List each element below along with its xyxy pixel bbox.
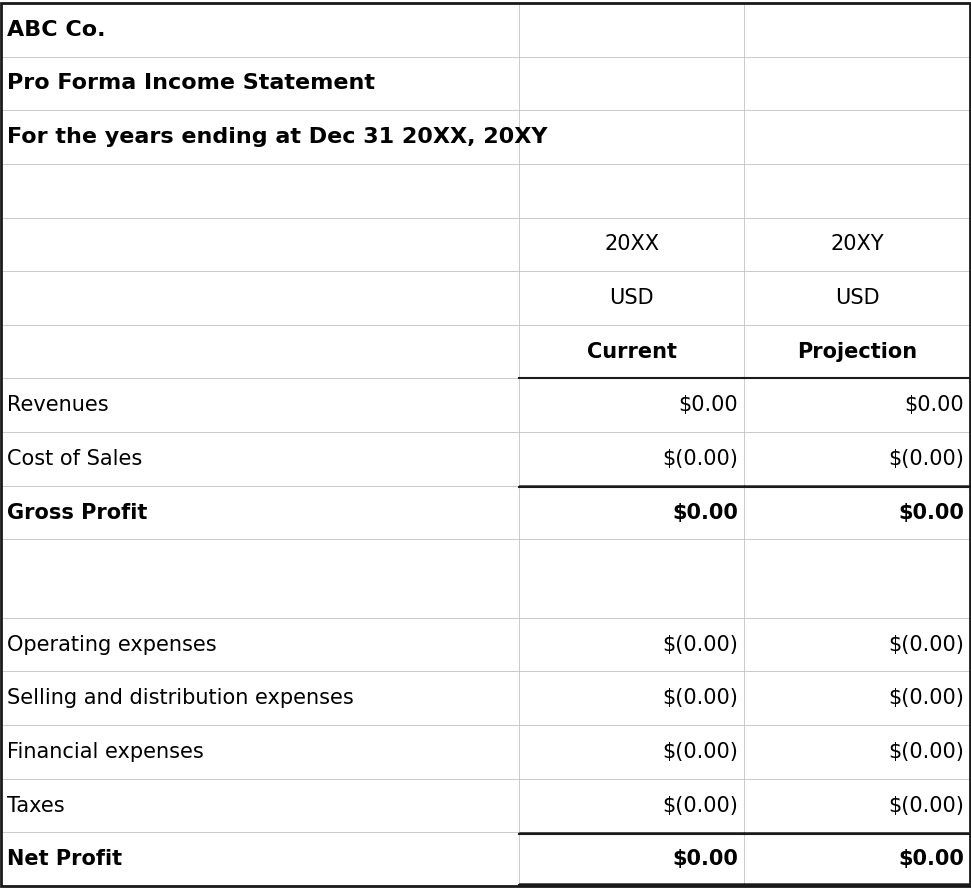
- Bar: [744, 57, 970, 110]
- Bar: [1, 725, 519, 779]
- Text: $0.00: $0.00: [679, 396, 738, 415]
- Bar: [744, 485, 970, 540]
- Text: $0.00: $0.00: [672, 502, 738, 523]
- Bar: [519, 110, 744, 164]
- Bar: [744, 832, 970, 886]
- Bar: [1, 218, 519, 271]
- Bar: [519, 779, 744, 832]
- Text: Operating expenses: Operating expenses: [7, 635, 217, 654]
- Bar: [744, 3, 970, 57]
- Text: For the years ending at Dec 31 20XX, 20XY: For the years ending at Dec 31 20XX, 20X…: [7, 127, 548, 147]
- Text: 20XY: 20XY: [830, 235, 884, 254]
- Text: $0.00: $0.00: [898, 849, 964, 869]
- Bar: [519, 218, 744, 271]
- Text: Gross Profit: Gross Profit: [7, 502, 148, 523]
- Bar: [1, 379, 519, 432]
- Bar: [519, 485, 744, 540]
- Text: Current: Current: [586, 341, 677, 362]
- Bar: [519, 379, 744, 432]
- Bar: [519, 3, 744, 57]
- Text: $0.00: $0.00: [904, 396, 964, 415]
- Bar: [1, 671, 519, 725]
- Bar: [519, 618, 744, 671]
- Bar: [744, 110, 970, 164]
- Bar: [1, 57, 519, 110]
- Bar: [744, 324, 970, 379]
- Bar: [519, 540, 744, 618]
- Text: Revenues: Revenues: [7, 396, 109, 415]
- Bar: [1, 110, 519, 164]
- Bar: [519, 57, 744, 110]
- Bar: [519, 725, 744, 779]
- Text: USD: USD: [835, 288, 880, 308]
- Text: Financial expenses: Financial expenses: [7, 742, 204, 762]
- Bar: [1, 432, 519, 485]
- Text: Selling and distribution expenses: Selling and distribution expenses: [7, 688, 353, 709]
- Text: ABC Co.: ABC Co.: [7, 20, 106, 40]
- Bar: [1, 3, 519, 57]
- Text: $(0.00): $(0.00): [888, 449, 964, 469]
- Text: $(0.00): $(0.00): [662, 449, 738, 469]
- Text: $(0.00): $(0.00): [888, 635, 964, 654]
- Text: $(0.00): $(0.00): [662, 688, 738, 709]
- Bar: [744, 618, 970, 671]
- Text: Projection: Projection: [797, 341, 918, 362]
- Text: $0.00: $0.00: [672, 849, 738, 869]
- Text: Pro Forma Income Statement: Pro Forma Income Statement: [7, 74, 375, 93]
- Text: 20XX: 20XX: [604, 235, 659, 254]
- Text: $(0.00): $(0.00): [888, 688, 964, 709]
- Bar: [1, 540, 519, 618]
- Bar: [1, 271, 519, 324]
- Text: $(0.00): $(0.00): [662, 635, 738, 654]
- Bar: [1, 485, 519, 540]
- Bar: [519, 324, 744, 379]
- Bar: [1, 832, 519, 886]
- Text: Cost of Sales: Cost of Sales: [7, 449, 142, 469]
- Bar: [744, 218, 970, 271]
- Bar: [744, 540, 970, 618]
- Text: $0.00: $0.00: [898, 502, 964, 523]
- Text: $(0.00): $(0.00): [662, 742, 738, 762]
- Bar: [744, 725, 970, 779]
- Bar: [519, 671, 744, 725]
- Text: USD: USD: [610, 288, 654, 308]
- Bar: [1, 324, 519, 379]
- Bar: [1, 618, 519, 671]
- Bar: [744, 432, 970, 485]
- Bar: [744, 164, 970, 218]
- Bar: [744, 779, 970, 832]
- Bar: [519, 832, 744, 886]
- Bar: [744, 671, 970, 725]
- Bar: [744, 379, 970, 432]
- Text: $(0.00): $(0.00): [888, 742, 964, 762]
- Bar: [1, 779, 519, 832]
- Bar: [1, 164, 519, 218]
- Text: Net Profit: Net Profit: [7, 849, 122, 869]
- Text: $(0.00): $(0.00): [662, 796, 738, 815]
- Bar: [519, 164, 744, 218]
- Bar: [519, 271, 744, 324]
- Bar: [519, 432, 744, 485]
- Text: Taxes: Taxes: [7, 796, 65, 815]
- Text: $(0.00): $(0.00): [888, 796, 964, 815]
- Bar: [744, 271, 970, 324]
